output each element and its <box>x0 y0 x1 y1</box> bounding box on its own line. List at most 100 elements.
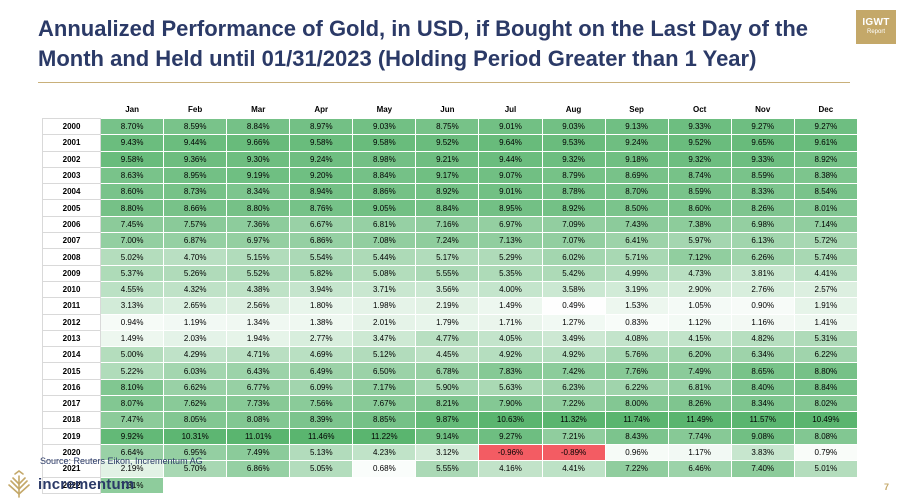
row-year-label: 2011 <box>41 297 102 315</box>
row-year-label: 2002 <box>41 150 102 168</box>
table-cell: 8.80% <box>226 199 291 217</box>
table-cell: 9.03% <box>541 117 606 136</box>
row-year-label: 2012 <box>41 313 102 331</box>
table-row: 2006 7.45% 7.57% 7.36% 6.67% 6.81% 7.16% 6.97% 7… <box>41 215 859 234</box>
table-cell: 0.94% <box>100 313 165 331</box>
row-year-label: 2000 <box>41 117 102 136</box>
column-header-feb: Feb <box>188 105 203 114</box>
table-cell: 5.17% <box>415 248 480 266</box>
table-cell: 8.98% <box>352 150 417 168</box>
table-cell: 9.01% <box>478 183 543 201</box>
table-cell: -0.96% <box>478 443 543 462</box>
table-cell: 5.44% <box>352 248 417 266</box>
title-line-2: Month and Held until 01/31/2023 (Holding… <box>38 46 757 71</box>
table-cell: 8.95% <box>163 166 228 185</box>
table-cell: 8.43% <box>604 427 669 445</box>
table-cell: 8.39% <box>289 411 354 429</box>
table-cell: 5.13% <box>289 443 354 462</box>
table-cell: 5.35% <box>478 264 543 282</box>
table-cell: 8.92% <box>541 199 606 217</box>
table-cell: 5.74% <box>793 248 859 266</box>
row-year-label: 2003 <box>41 166 102 185</box>
table-body: 2000 8.70% 8.59% 8.84% 8.97% 9.03% 8.75% 9.01% 9… <box>41 117 859 494</box>
table-cell: 9.08% <box>730 427 795 445</box>
table-cell: 7.13% <box>478 232 543 250</box>
table-cell: 6.09% <box>289 378 354 397</box>
table-cell: 7.74% <box>667 427 732 445</box>
table-cell <box>604 476 669 494</box>
table-cell: 8.40% <box>730 378 795 397</box>
table-cell: 7.12% <box>667 248 732 266</box>
table-cell: 2.57% <box>793 280 859 299</box>
column-header-aug: Aug <box>565 105 582 114</box>
table-cell: 0.96% <box>604 443 669 462</box>
table-cell: 7.40% <box>730 460 795 478</box>
table-cell: 2.76% <box>730 280 795 299</box>
table-cell: 6.50% <box>352 362 417 380</box>
table-row: 2013 1.49% 2.03% 1.94% 2.77% 3.47% 4.77% 4.05% 3… <box>41 329 859 348</box>
table-cell: 9.52% <box>667 134 732 152</box>
table-cell: 11.57% <box>730 411 795 429</box>
table-cell: 9.14% <box>415 427 480 445</box>
table-cell: 6.34% <box>730 346 795 364</box>
table-cell: 7.08% <box>352 232 417 250</box>
table-cell: 7.31% <box>100 476 165 494</box>
table-cell: 8.00% <box>604 395 669 413</box>
table-cell: 1.41% <box>793 313 859 331</box>
table-cell: 4.05% <box>478 329 543 348</box>
table-cell: 8.65% <box>730 362 795 380</box>
table-cell <box>667 476 732 494</box>
table-cell: 5.31% <box>793 329 859 348</box>
table-cell: 3.83% <box>730 443 795 462</box>
table-row: 2011 3.13% 2.65% 2.56% 1.80% 1.98% 2.19% 1.49% 0… <box>41 297 859 315</box>
table-cell: 9.21% <box>415 150 480 168</box>
row-year-label: 2007 <box>41 232 102 250</box>
row-year-label: 2017 <box>41 395 102 413</box>
table-cell <box>163 476 228 494</box>
column-header-may: May <box>376 105 393 114</box>
table-cell: 9.30% <box>226 150 291 168</box>
table-header-row: Jan Feb Mar Apr May Jun Jul Aug Sep Oct Nov Dec <box>43 101 858 119</box>
table-cell: 4.15% <box>667 329 732 348</box>
table-cell: 4.92% <box>478 346 543 364</box>
table-cell: 1.71% <box>478 313 543 331</box>
table-cell: 9.07% <box>478 166 543 185</box>
table-cell: 5.01% <box>793 460 859 478</box>
table-cell: 11.01% <box>226 427 291 445</box>
table-cell: 5.72% <box>793 232 859 250</box>
row-year-label: 2022 <box>41 476 102 494</box>
table-cell: 1.12% <box>667 313 732 331</box>
table-cell: 5.70% <box>163 460 228 478</box>
title-divider <box>38 82 850 83</box>
table-cell: 9.43% <box>100 134 165 152</box>
table-cell: 10.31% <box>163 427 228 445</box>
badge-title: IGWT <box>862 17 890 28</box>
badge-subtitle: Report <box>866 29 885 35</box>
table-cell: 1.79% <box>415 313 480 331</box>
table-cell: 5.42% <box>541 264 606 282</box>
table-cell: 1.94% <box>226 329 291 348</box>
table-row: 2008 5.02% 4.70% 5.15% 5.54% 5.44% 5.17% 5.29% 6… <box>41 248 859 266</box>
table-cell: 7.17% <box>352 378 417 397</box>
table-cell: 3.71% <box>352 280 417 299</box>
table-cell: 2.19% <box>100 460 165 478</box>
table-cell: 1.91% <box>793 297 859 315</box>
table-cell: 9.53% <box>541 134 606 152</box>
table-cell: 7.16% <box>415 215 480 234</box>
table-cell <box>541 476 606 494</box>
table-cell: 3.13% <box>100 297 165 315</box>
table-cell: 5.12% <box>352 346 417 364</box>
table-row: 2005 8.80% 8.66% 8.80% 8.76% 9.05% 8.84% 8.95% 8… <box>41 199 859 217</box>
table-cell: 7.67% <box>352 395 417 413</box>
table-cell <box>226 476 291 494</box>
table-cell: 4.92% <box>541 346 606 364</box>
table-cell: 5.37% <box>100 264 165 282</box>
table-cell <box>289 476 354 494</box>
table-cell: 8.33% <box>730 183 795 201</box>
table-cell: 9.87% <box>415 411 480 429</box>
table-cell: 1.19% <box>163 313 228 331</box>
table-cell: 7.42% <box>541 362 606 380</box>
row-year-label: 2008 <box>41 248 102 266</box>
table-cell: 8.60% <box>667 199 732 217</box>
table-cell <box>352 476 417 494</box>
